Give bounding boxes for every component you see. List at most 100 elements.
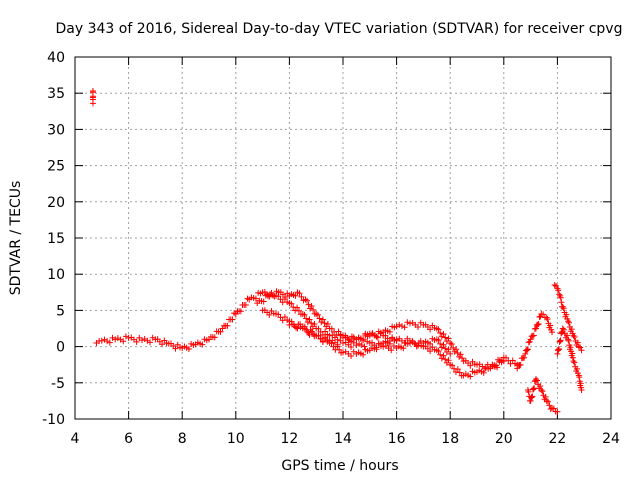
y-tick-label: 0 — [56, 340, 65, 356]
data-point — [528, 393, 535, 400]
data-point — [334, 343, 341, 350]
y-tick-label: 35 — [47, 86, 65, 102]
data-point — [540, 311, 547, 318]
data-point — [517, 361, 524, 368]
data-point — [328, 325, 335, 332]
data-point — [172, 345, 179, 352]
data-point — [89, 100, 96, 107]
series-late-drop — [524, 376, 561, 415]
series-lower-branch — [286, 321, 507, 380]
x-tick-label: 20 — [495, 431, 513, 447]
data-point — [306, 316, 313, 323]
data-point — [560, 305, 567, 312]
data-point — [554, 285, 561, 292]
data-point — [528, 394, 535, 401]
series-middle-branch — [259, 307, 454, 357]
data-point — [427, 326, 434, 333]
x-axis-label: GPS time / hours — [281, 458, 398, 474]
data-point — [571, 359, 578, 366]
data-point — [555, 287, 562, 294]
data-point — [315, 333, 322, 340]
axis-ticks — [74, 56, 612, 420]
data-point — [114, 335, 121, 342]
data-point — [453, 346, 460, 353]
data-point — [559, 303, 566, 310]
data-point — [294, 304, 301, 311]
data-point — [437, 330, 444, 337]
data-point — [437, 351, 444, 358]
x-tick-label: 16 — [388, 431, 406, 447]
data-point — [440, 352, 447, 359]
data-point — [569, 350, 576, 357]
data-point — [316, 315, 323, 322]
y-tick-label: 30 — [47, 122, 65, 138]
data-point — [309, 330, 316, 337]
x-tick-label: 24 — [602, 431, 620, 447]
y-tick-label: 20 — [47, 195, 65, 211]
data-point — [319, 316, 326, 323]
data-point — [122, 333, 129, 340]
data-point — [559, 325, 566, 332]
data-point — [294, 325, 301, 332]
data-point — [348, 343, 355, 350]
data-point — [532, 376, 539, 383]
data-point — [570, 332, 577, 339]
data-point — [229, 316, 236, 323]
data-point — [565, 337, 572, 344]
data-point — [545, 398, 552, 405]
x-tick-labels: 4 6 8 10 12 14 16 18 20 22 24 — [71, 431, 620, 447]
data-point — [211, 334, 218, 341]
data-point — [456, 369, 463, 376]
data-point — [401, 324, 408, 331]
data-point — [547, 406, 554, 413]
y-tick-labels: -10 -5 0 5 10 15 20 25 30 35 40 — [42, 50, 65, 428]
data-point — [569, 354, 576, 361]
data-point — [217, 328, 224, 335]
data-point — [435, 337, 442, 344]
data-points — [89, 88, 585, 415]
data-point — [386, 328, 393, 335]
data-point — [266, 311, 273, 318]
data-point — [407, 320, 413, 327]
data-point — [503, 354, 510, 361]
data-point — [553, 282, 560, 289]
data-point — [547, 322, 554, 329]
data-point — [555, 346, 562, 353]
data-point — [353, 342, 360, 349]
data-point — [373, 346, 380, 353]
x-tick-label: 12 — [280, 431, 298, 447]
data-point — [534, 377, 541, 384]
data-point — [543, 397, 550, 404]
data-point — [328, 340, 335, 347]
data-point — [315, 325, 322, 332]
data-point — [560, 326, 567, 333]
data-point — [398, 323, 405, 330]
data-point — [530, 385, 537, 392]
data-point — [445, 346, 452, 353]
y-tick-label: 15 — [47, 231, 65, 247]
data-point — [356, 340, 363, 347]
data-point — [557, 338, 564, 345]
data-point — [509, 357, 516, 364]
data-point — [445, 357, 452, 364]
data-point — [311, 320, 318, 327]
data-point — [556, 338, 563, 345]
data-point — [139, 337, 145, 344]
data-point — [539, 388, 546, 395]
data-point — [252, 295, 259, 302]
data-point — [415, 324, 422, 331]
y-tick-label: 25 — [47, 159, 65, 175]
data-point — [348, 352, 355, 359]
data-point — [413, 343, 420, 350]
data-point — [260, 298, 267, 305]
data-point — [310, 306, 317, 313]
data-point — [334, 336, 341, 343]
data-point — [447, 350, 454, 357]
data-point — [98, 337, 105, 344]
data-point — [566, 319, 573, 326]
data-point — [104, 338, 111, 345]
series-late-scatter — [554, 325, 585, 394]
x-tick-label: 10 — [227, 431, 245, 447]
data-point — [321, 320, 328, 327]
